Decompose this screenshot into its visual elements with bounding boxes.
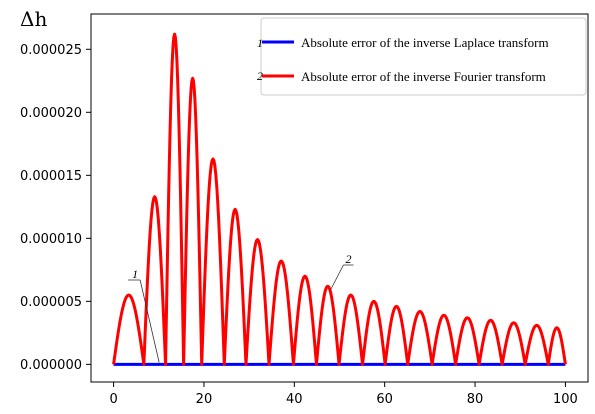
legend-number-1: 1: [257, 36, 263, 50]
y-tick-label: 0.000000: [20, 358, 82, 373]
y-tick-label: 0.000015: [20, 169, 82, 184]
x-tick-label: 60: [376, 392, 393, 407]
annotation-label-2: 2: [345, 252, 351, 266]
legend-label-laplace: Absolute error of the inverse Laplace tr…: [301, 35, 549, 50]
series-line-fourier: [112, 32, 567, 366]
x-tick-label: 80: [467, 392, 484, 407]
y-tick-label: 0.000005: [20, 295, 82, 310]
x-tick-label: 100: [553, 392, 578, 407]
x-tick-label: 20: [196, 392, 213, 407]
annotation-label-1: 1: [132, 267, 138, 281]
annotation-leader-1: [139, 279, 160, 363]
legend: 1 Absolute error of the inverse Laplace …: [257, 17, 587, 96]
legend-label-fourier: Absolute error of the inverse Fourier tr…: [301, 69, 546, 84]
annotation-leader-2: [330, 264, 344, 291]
x-tick-label: 0: [109, 392, 117, 407]
y-axis-label: Δh: [20, 7, 47, 31]
legend-box: [260, 17, 587, 96]
annotation-layer: 12: [128, 252, 354, 363]
legend-number-2: 2: [257, 69, 263, 83]
y-tick-label: 0.000020: [20, 106, 82, 121]
series-layer: [112, 32, 567, 366]
x-tick-label: 40: [286, 392, 303, 407]
x-axis: 0 20 40 60 80 100: [109, 382, 578, 407]
y-tick-label: 0.000010: [20, 232, 82, 247]
y-axis: 0.000000 0.000005 0.000010 0.000015 0.000020…: [20, 43, 91, 373]
y-tick-label: 0.000025: [20, 43, 82, 58]
plot-area-frame: [90, 13, 589, 383]
